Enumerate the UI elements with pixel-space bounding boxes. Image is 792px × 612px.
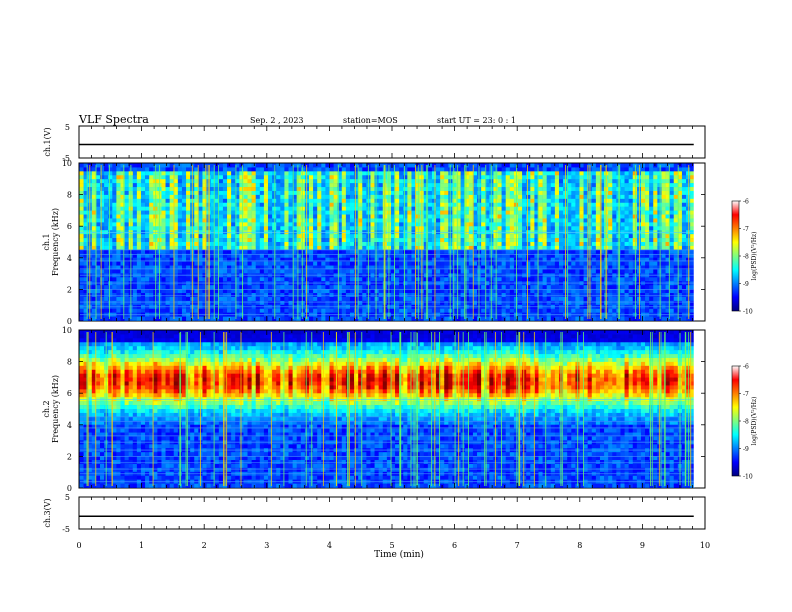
ch1-spectrogram-image [79,163,705,321]
ch1-spectrogram-ylabel-channel: ch.1 [42,233,51,250]
y-tick-label: 6 [67,222,72,231]
x-axis-labels: 0 1 2 3 4 5 6 7 8 9 10 [76,541,710,550]
x-tick-label: 0 [76,541,81,550]
ch1-waveform-frame [78,125,706,159]
ch2-spectrogram-panel: 0 2 4 6 8 10 ch.2 Frequency (kHz) [42,326,706,493]
ch3-ytick-bottom: -5 [62,525,70,534]
y-tick-label: 0 [67,484,72,493]
ch3-waveform-panel: 5 -5 ch.3(V) [43,493,706,534]
colorbar-tick-label: -8 [743,254,749,261]
chart-title: VLF Spectra [79,113,149,126]
ch1-spectrogram-ylabel-freq: Frequency (kHz) [51,208,60,276]
start-ut-label: start UT = 23: 0 : 1 [437,116,516,125]
x-tick-label: 2 [202,541,207,550]
date-label: Sep. 2 , 2023 [250,116,304,125]
y-tick-label: 4 [67,254,72,263]
colorbar-gradient [731,365,740,477]
ch1-colorbar: -6 -7 -8 -9 -10 log(PSD)(V²/Hz) [731,199,758,316]
colorbar-tick-label: -9 [743,446,749,453]
ch2-colorbar: -6 -7 -8 -9 -10 log(PSD)(V²/Hz) [731,364,758,481]
y-tick-label: 2 [67,285,72,294]
colorbar-label: log(PSD)(V²/Hz) [751,397,758,446]
x-axis-ticks [78,126,706,529]
ch1-spectrogram-panel: 0 2 4 6 8 10 ch.1 Frequency (kHz) [42,159,706,326]
ch1-ytick-bottom: -5 [62,154,70,163]
ch3-waveform-frame [78,496,706,530]
colorbar-tick-label: -7 [743,226,749,233]
ch1-waveform-ylabel: ch.1(V) [43,127,52,156]
x-tick-label: 7 [515,541,520,550]
x-tick-label: 10 [700,541,710,550]
y-tick-label: 4 [67,421,72,430]
ch2-spectrogram-ylabel-channel: ch.2 [42,400,51,417]
colorbar-tick-label: -6 [743,199,749,206]
x-tick-label: 3 [264,541,269,550]
y-tick-label: 10 [62,159,72,168]
colorbar-tick-label: -8 [743,419,749,426]
x-tick-label: 1 [139,541,144,550]
y-tick-label: 8 [67,191,72,200]
x-tick-label: 9 [640,541,645,550]
ch1-ytick-top: 5 [65,123,70,132]
x-axis-label: Time (min) [374,549,424,560]
y-tick-label: 0 [67,317,72,326]
x-tick-label: 8 [577,541,582,550]
colorbar-tick-label: -10 [743,309,753,316]
ch1-waveform-panel: 5 -5 ch.1(V) [43,123,706,163]
ch3-ytick-top: 5 [65,493,70,502]
ch2-spectrogram-image [79,330,705,488]
colorbar-tick-label: -9 [743,281,749,288]
x-tick-label: 6 [452,541,457,550]
y-tick-label: 10 [62,326,72,335]
colorbar-tick-label: -6 [743,364,749,371]
colorbar-tick-label: -10 [743,474,753,481]
x-tick-label: 4 [327,541,332,550]
ch3-waveform-ylabel: ch.3(V) [43,498,52,527]
colorbar-label: log(PSD)(V²/Hz) [751,232,758,281]
x-tick-label: 5 [389,541,394,550]
colorbar-tick-label: -7 [743,391,749,398]
y-tick-label: 2 [67,452,72,461]
y-tick-label: 6 [67,389,72,398]
station-label: station=MOS [343,116,398,125]
y-tick-label: 8 [67,358,72,367]
ch2-spectrogram-ylabel-freq: Frequency (kHz) [51,375,60,443]
colorbar-gradient [731,200,740,312]
